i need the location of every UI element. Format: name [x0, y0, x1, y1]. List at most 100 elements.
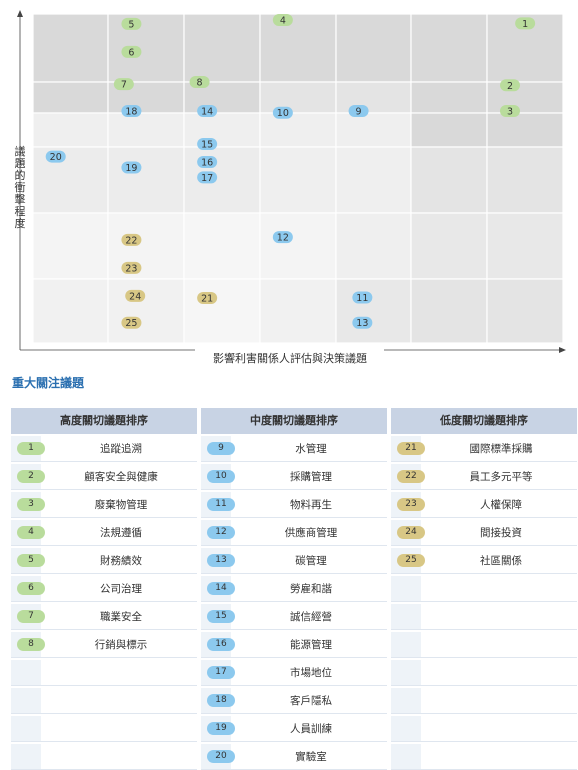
grid-cell	[183, 112, 261, 148]
grid-cell	[486, 278, 564, 344]
grid-cell	[410, 278, 488, 344]
issue-point-marker	[500, 105, 520, 118]
grid-cell	[183, 212, 261, 280]
issue-point-label: 25	[125, 318, 137, 329]
issue-point-marker	[272, 231, 293, 244]
y-axis-label-char: 度	[15, 216, 26, 230]
issue-point-3: 3	[500, 105, 520, 118]
table-row: 24 間接投資	[391, 520, 577, 546]
issue-number-badge: 16	[207, 638, 235, 651]
issue-point-marker	[500, 79, 520, 92]
issue-point-15: 15	[197, 137, 218, 150]
issue-number-badge: 2	[17, 470, 45, 483]
table-row: 25 社區關係	[391, 548, 577, 574]
issue-point-label: 18	[125, 107, 137, 118]
issue-number-badge: 5	[17, 554, 45, 567]
issue-point-24: 24	[125, 289, 146, 302]
table-low-concern: 低度關切議題排序 21 國際標準採購 22 員工多元平等 23 人權保障 24 間接投資 25 社區…	[391, 408, 577, 770]
issue-name: 公司治理	[100, 583, 142, 595]
table-row: 21 國際標準採購	[391, 436, 577, 462]
table-row: 8 行銷與標示	[11, 632, 197, 658]
grid-cell	[107, 13, 185, 83]
grid-cell	[259, 112, 337, 148]
table-row	[391, 632, 577, 658]
grid-cell	[107, 146, 185, 214]
issue-point-5: 5	[121, 17, 142, 30]
grid-cell	[410, 212, 488, 280]
issue-name: 員工多元平等	[469, 471, 533, 483]
issue-number-badge: 19	[207, 722, 235, 735]
table-row: 9 水管理	[201, 436, 387, 462]
issue-point-label: 23	[125, 263, 137, 274]
table-row: 22 員工多元平等	[391, 464, 577, 490]
table-row: 15 誠信經營	[201, 604, 387, 630]
table-row	[391, 688, 577, 714]
issue-point-14: 14	[197, 105, 218, 118]
issue-point-marker	[197, 171, 218, 184]
grid-cell	[335, 81, 412, 114]
issue-point-16: 16	[197, 156, 218, 169]
table-row	[11, 660, 197, 686]
issue-number-badge: 20	[207, 750, 235, 763]
issue-point-label: 10	[277, 108, 289, 119]
issue-name: 行銷與標示	[94, 639, 148, 651]
issue-point-marker	[197, 156, 218, 169]
issue-name: 供應商管理	[284, 527, 338, 539]
issue-point-marker	[121, 233, 142, 246]
issue-number-badge: 12	[207, 526, 235, 539]
section-title: 重大關注議題	[12, 376, 85, 390]
issue-name: 誠信經營	[290, 611, 332, 623]
table-row	[391, 576, 577, 602]
issue-point-label: 11	[356, 293, 368, 304]
grid-cell	[107, 278, 185, 344]
grid-cell	[410, 81, 488, 114]
grid-cell	[32, 278, 109, 344]
table-row: 1 追蹤追溯	[11, 436, 197, 462]
grid-cell	[335, 212, 412, 280]
table-row: 7 職業安全	[11, 604, 197, 630]
grid-cell	[259, 13, 337, 83]
y-axis-label-char: 擊	[15, 192, 26, 206]
grid-cell	[486, 146, 564, 214]
issue-point-label: 4	[280, 16, 286, 27]
grid-cell	[183, 13, 261, 83]
issue-number-badge: 25	[397, 554, 425, 567]
issue-point-8: 8	[189, 75, 210, 88]
grid-cell	[486, 112, 564, 148]
grid-cell	[183, 146, 261, 214]
issue-point-12: 12	[272, 231, 293, 244]
grid-cell	[259, 212, 337, 280]
issue-point-marker	[121, 161, 142, 174]
issue-point-label: 7	[121, 80, 127, 91]
issue-point-label: 20	[50, 152, 62, 163]
issue-number-badge: 4	[17, 526, 45, 539]
issue-point-label: 2	[507, 81, 513, 92]
grid-cell	[32, 13, 109, 83]
table-row: 12 供應商管理	[201, 520, 387, 546]
issue-point-marker	[121, 261, 142, 274]
table-row: 16 能源管理	[201, 632, 387, 658]
issue-point-marker	[197, 292, 218, 305]
issue-point-label: 3	[507, 107, 513, 118]
issue-name: 客戶隱私	[290, 695, 332, 707]
issue-point-2: 2	[500, 79, 520, 92]
issue-point-label: 8	[197, 77, 203, 88]
table-row: 13 碳管理	[201, 548, 387, 574]
issue-number-badge: 15	[207, 610, 235, 623]
table-header: 高度關切議題排序	[11, 408, 197, 434]
grid-cell	[32, 146, 109, 214]
issue-name: 廢棄物管理	[94, 499, 148, 511]
issue-number-badge: 23	[397, 498, 425, 511]
issue-point-marker	[121, 45, 142, 58]
table-row	[391, 604, 577, 630]
issue-point-22: 22	[121, 233, 142, 246]
issue-name: 能源管理	[290, 639, 332, 651]
issue-point-marker	[113, 78, 134, 91]
grid-cell	[259, 81, 337, 114]
y-axis-label-char: 的	[15, 168, 26, 182]
issue-point-1: 1	[515, 17, 536, 30]
table-row: 23 人權保障	[391, 492, 577, 518]
grid-cell	[335, 146, 412, 214]
